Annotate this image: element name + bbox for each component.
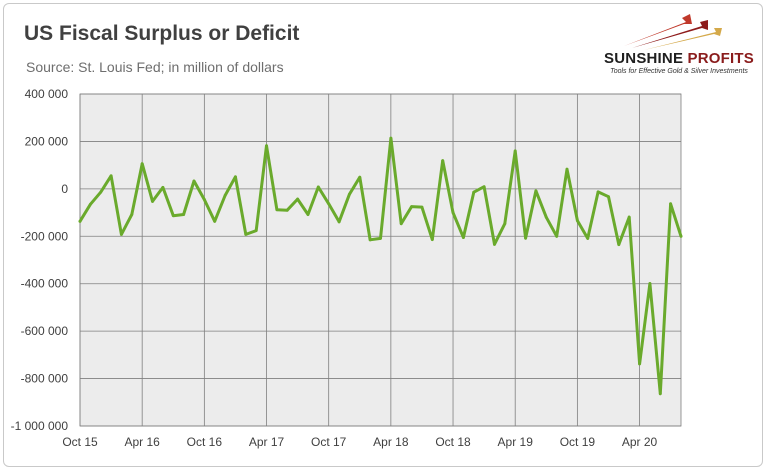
data-point <box>379 237 382 240</box>
y-tick-label: -1 000 000 <box>11 419 69 433</box>
data-point <box>648 282 652 285</box>
x-axis-tick-labels: Oct 15 Apr 16 Oct 16 Apr 17 Oct 17 Apr 18 Oct … <box>62 435 657 449</box>
data-point <box>617 243 621 246</box>
chart-subtitle: Source: St. Louis Fed; in million of dol… <box>26 59 284 75</box>
data-point <box>213 219 217 223</box>
data-point <box>586 237 590 240</box>
data-point <box>544 215 548 219</box>
data-point <box>565 167 569 171</box>
data-point <box>638 362 641 366</box>
plot-area <box>80 94 681 426</box>
x-tick-label: Apr 19 <box>498 435 534 449</box>
data-point <box>161 186 165 189</box>
data-point <box>358 175 362 179</box>
data-point <box>669 202 673 206</box>
data-point <box>575 219 579 223</box>
data-point <box>337 220 341 224</box>
x-tick-label: Oct 19 <box>560 435 596 449</box>
y-tick-label: -400 000 <box>21 277 69 291</box>
x-tick-label: Oct 16 <box>187 435 223 449</box>
data-point <box>399 222 403 226</box>
data-point <box>627 215 631 219</box>
data-point <box>316 185 320 189</box>
data-point <box>192 179 196 183</box>
logo-name: SUNSHINE PROFITS <box>604 50 754 67</box>
data-point <box>461 236 465 239</box>
data-point <box>524 236 527 240</box>
x-tick-label: Apr 20 <box>622 435 658 449</box>
y-tick-label: -600 000 <box>21 324 69 338</box>
data-point <box>555 234 559 238</box>
data-point <box>482 185 486 189</box>
data-point <box>275 208 279 212</box>
data-point <box>410 205 413 209</box>
y-axis-tick-labels: 400 000 200 000 0 -200 000 -400 000 -600 000 -… <box>11 87 69 433</box>
data-point <box>151 200 154 203</box>
x-tick-label: Apr 18 <box>373 435 409 449</box>
data-point <box>88 202 92 206</box>
logo-name-part1: SUNSHINE <box>604 50 684 67</box>
data-point <box>234 175 237 179</box>
data-point <box>254 229 258 232</box>
data-point <box>513 149 517 153</box>
data-point <box>130 213 134 216</box>
data-point <box>99 190 103 194</box>
x-tick-label: Apr 16 <box>124 435 160 449</box>
data-point <box>78 219 82 223</box>
data-point <box>265 144 268 148</box>
data-point <box>503 222 507 226</box>
data-point <box>368 238 372 242</box>
gridlines <box>79 93 682 427</box>
x-tick-label: Apr 17 <box>249 435 285 449</box>
data-point <box>534 189 538 193</box>
x-tick-label: Oct 15 <box>62 435 98 449</box>
y-tick-label: -200 000 <box>21 229 69 243</box>
x-tick-label: Oct 18 <box>435 435 471 449</box>
y-tick-label: -800 000 <box>21 372 69 386</box>
data-point <box>171 214 175 218</box>
logo-tagline: Tools for Effective Gold & Silver Invest… <box>610 68 748 75</box>
data-point <box>430 238 434 242</box>
data-point <box>441 159 445 163</box>
data-point <box>244 232 248 236</box>
data-point <box>451 211 455 214</box>
logo-name-part2: PROFITS <box>687 50 754 67</box>
series-layer <box>78 136 683 396</box>
data-point <box>472 190 476 194</box>
data-point <box>223 194 227 197</box>
data-point <box>607 195 610 199</box>
data-point <box>182 213 186 216</box>
data-point <box>389 136 393 140</box>
y-tick-label: 200 000 <box>25 134 69 148</box>
sunshine-profits-logo: SUNSHINE PROFITS Tools for Effective Gol… <box>604 14 754 75</box>
data-point <box>306 213 310 216</box>
data-point <box>120 232 123 236</box>
x-tick-label: Oct 17 <box>311 435 347 449</box>
data-point <box>327 202 331 206</box>
chart-title: US Fiscal Surplus or Deficit <box>24 22 300 45</box>
y-tick-label: 400 000 <box>25 87 69 101</box>
data-point <box>296 197 300 201</box>
data-point <box>348 192 351 196</box>
data-point <box>140 162 144 166</box>
data-point <box>285 208 289 212</box>
data-point <box>658 392 662 396</box>
data-point <box>109 174 113 178</box>
data-point <box>202 198 206 201</box>
data-point <box>679 234 683 238</box>
data-point <box>596 190 600 194</box>
y-tick-label: 0 <box>61 182 68 196</box>
logo-swoosh-icon <box>624 14 722 50</box>
data-point <box>493 242 496 246</box>
plot-border <box>79 93 682 427</box>
data-point <box>420 205 424 209</box>
